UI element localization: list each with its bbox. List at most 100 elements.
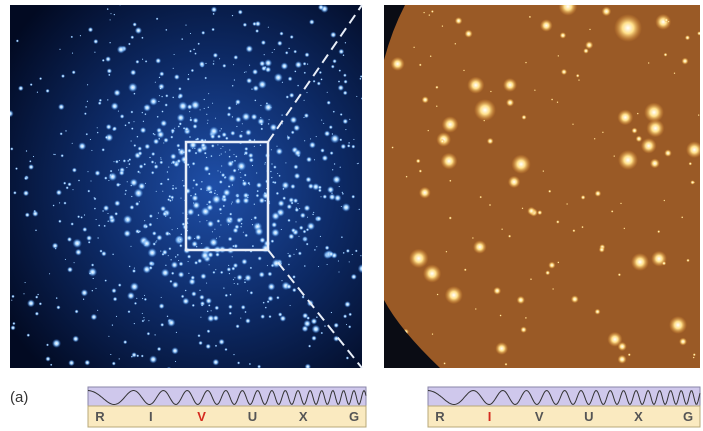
star [193,117,199,123]
star [99,249,102,252]
star [595,309,601,315]
star [306,316,310,320]
star [442,116,459,133]
star [233,279,235,281]
star [58,104,65,111]
star [521,207,523,209]
star [165,264,167,266]
star [240,223,242,225]
star [23,293,25,295]
star [196,147,203,154]
star [693,356,695,358]
star [96,127,98,129]
star [171,272,175,276]
star [285,51,289,55]
star [313,80,316,83]
star [291,130,295,134]
star [108,335,110,337]
star [474,99,496,121]
star [351,145,355,149]
star [116,316,118,318]
star [123,230,131,238]
star [155,58,161,64]
star [86,235,92,241]
star [143,317,145,319]
star [259,271,265,277]
star [257,256,262,261]
star [176,143,180,147]
star [628,353,631,356]
star [369,256,371,258]
star [278,312,283,317]
star [225,136,229,140]
star [60,154,63,157]
star [288,254,292,258]
star [118,160,120,162]
star [198,341,203,346]
star [292,288,297,293]
star [114,200,120,206]
star [303,99,305,101]
star [109,42,111,44]
star [35,312,39,316]
star [107,220,109,222]
star [159,71,164,76]
star [263,54,265,56]
star [133,92,135,94]
star [236,195,239,198]
star [233,283,235,285]
star [213,53,218,58]
star [187,148,192,153]
star [172,185,174,187]
star [149,214,153,218]
star [241,305,246,310]
star [556,101,558,103]
star [581,226,584,229]
star [556,220,560,224]
star [56,305,60,309]
star [28,164,34,170]
star [267,283,275,291]
star [371,407,373,409]
star [118,110,120,112]
star [409,249,429,269]
star [161,253,164,256]
star [133,144,136,147]
star [345,129,347,131]
star [229,217,233,221]
star [84,214,86,216]
star [95,219,97,221]
star [227,106,231,110]
star [244,234,248,238]
star [52,204,54,206]
star [78,179,80,181]
star [159,95,161,97]
star [273,181,276,184]
star [473,240,487,254]
star [167,319,175,327]
star [197,214,200,217]
star [323,123,325,125]
star [506,99,514,107]
star [419,169,422,172]
star [250,291,254,295]
star [260,127,263,130]
star [318,266,320,268]
star [206,113,208,115]
star [154,162,156,164]
star [264,192,266,194]
star [256,182,262,188]
star [242,112,251,121]
star [664,18,668,22]
star [216,219,220,223]
star [230,131,235,136]
star [679,338,687,346]
star [376,134,378,136]
star [306,243,309,246]
star [585,41,593,49]
star [343,252,345,254]
star [188,74,190,76]
star [220,148,222,150]
star [206,157,208,159]
star [227,267,232,272]
